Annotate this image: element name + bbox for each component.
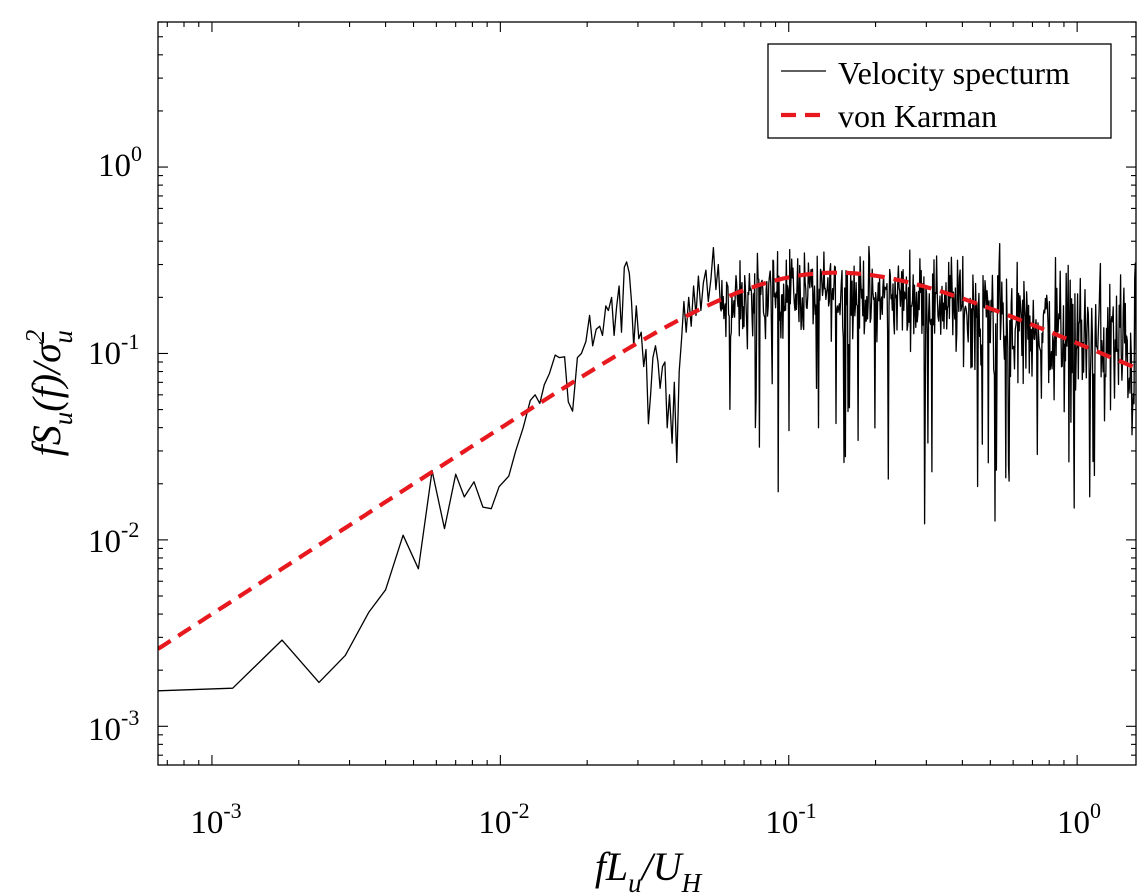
von-karman-line bbox=[158, 270, 1136, 651]
x-axis-label: fLu/UH bbox=[595, 844, 703, 896]
y-axis-label: fSu(f)/σ2u bbox=[20, 330, 78, 457]
x-tick-labels: 10-3 10-2 10-1 100 bbox=[190, 798, 1101, 841]
series-group bbox=[158, 242, 1136, 692]
x-tick-label-2: 10-1 bbox=[765, 798, 816, 841]
y-tick-labels: 10-3 10-2 10-1 100 bbox=[88, 141, 142, 748]
legend-box bbox=[767, 43, 1112, 139]
velocity-spectrum-line bbox=[158, 242, 1136, 692]
x-tick-label-3: 100 bbox=[1057, 798, 1101, 841]
legend-label-velocity: Velocity specturm bbox=[838, 55, 1070, 91]
x-tick-label-0: 10-3 bbox=[190, 798, 241, 841]
y-tick-label-3: 100 bbox=[98, 141, 142, 184]
x-tick-label-1: 10-2 bbox=[478, 798, 529, 841]
y-tick-label-2: 10-1 bbox=[88, 329, 139, 372]
y-tick-label-0: 10-3 bbox=[88, 705, 139, 748]
tick-marks bbox=[158, 21, 1136, 765]
legend: Velocity specturm von Karman bbox=[767, 43, 1112, 139]
plot-frame bbox=[157, 21, 1137, 766]
y-tick-label-1: 10-2 bbox=[88, 517, 139, 560]
legend-label-vonkarman: von Karman bbox=[838, 98, 997, 134]
